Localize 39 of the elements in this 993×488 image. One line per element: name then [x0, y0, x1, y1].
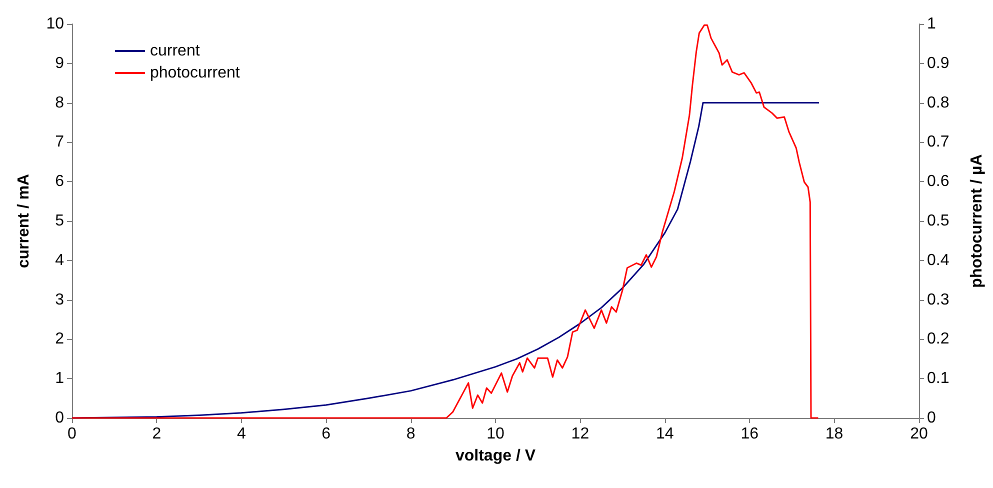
x-tick-label: 10 [486, 426, 504, 442]
y-tick-label: 0 [55, 410, 64, 426]
y-tick-label: 3 [55, 291, 64, 308]
y-tick-label: 4 [55, 252, 64, 269]
y-tick-label: 8 [55, 94, 64, 112]
y2-tick-label: 0.4 [927, 252, 950, 269]
y2-tick-label: 0.7 [927, 134, 950, 151]
y-tick-label: 10 [46, 16, 64, 32]
y-tick-label: 2 [55, 330, 64, 348]
legend-label: photocurrent [150, 64, 240, 82]
x-tick-label: 2 [152, 426, 162, 442]
y2-tick-label: 0.3 [927, 291, 950, 308]
x-tick-label: 8 [406, 426, 416, 442]
legend-label: current [150, 42, 200, 60]
y2-tick-label: 0.8 [927, 94, 950, 112]
y-tick-label: 7 [55, 134, 64, 151]
y2-tick-label: 0 [927, 410, 936, 426]
y2-tick-label: 0.1 [927, 370, 950, 388]
x-tick-label: 4 [236, 426, 246, 442]
x-axis-title: voltage / V [455, 448, 536, 464]
y-tick-label: 1 [55, 370, 64, 388]
x-tick-label: 16 [740, 426, 759, 442]
x-tick-label: 14 [656, 426, 674, 442]
y2-tick-label: 0.5 [927, 212, 950, 230]
line-series [71, 102, 820, 419]
x-tick-label: 18 [825, 426, 844, 442]
y-tick-label: 6 [55, 173, 64, 190]
x-tick-label: 6 [322, 426, 331, 442]
x-tick-label: 12 [571, 426, 590, 442]
y2-tick-label: 1 [927, 16, 936, 32]
y-tick-label: 9 [55, 54, 64, 72]
y2-tick-label: 0.6 [927, 173, 950, 190]
x-tick-label: 20 [910, 426, 928, 442]
x-tick-label: 0 [68, 426, 77, 442]
y2-axis-title: photocurrent / µA [968, 154, 986, 288]
y-axis-title: current / mA [16, 173, 32, 268]
y2-tick-label: 0.9 [927, 54, 950, 72]
y2-tick-label: 0.2 [927, 330, 950, 348]
y-tick-label: 5 [55, 212, 64, 230]
